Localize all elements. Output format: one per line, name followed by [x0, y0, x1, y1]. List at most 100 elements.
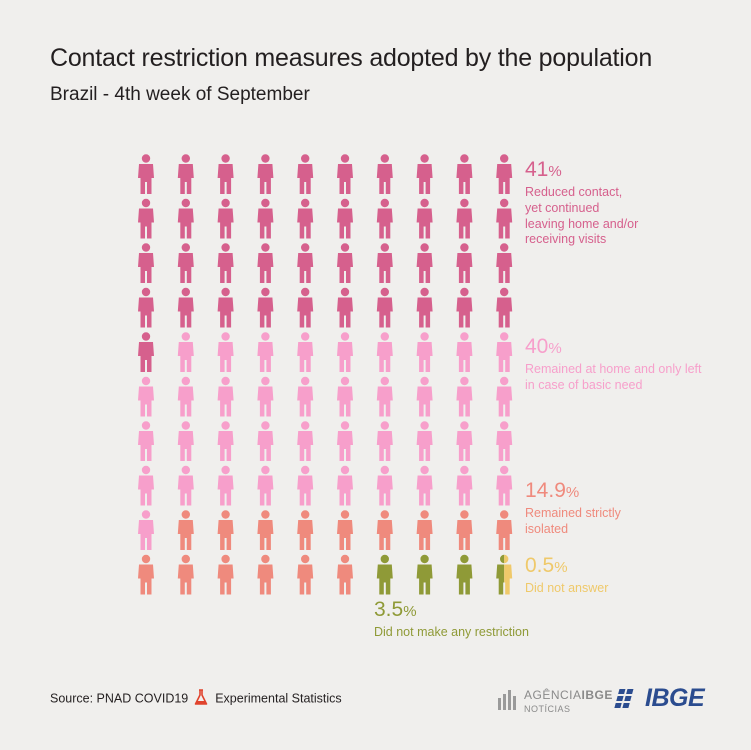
flask-icon [194, 689, 208, 709]
experimental-label: Experimental Statistics [215, 691, 342, 706]
person-icon [177, 376, 194, 417]
person-icon [257, 421, 274, 461]
person-icon [177, 465, 194, 506]
category-label-no-answer: 0.5% Did not answer [525, 553, 608, 597]
person-icon [297, 243, 314, 283]
person-icon [337, 376, 353, 417]
value-label: 0.5% [525, 554, 568, 577]
person-icon [337, 554, 353, 595]
category-description: Remained at home and only left in case of… [525, 362, 702, 392]
person-icon [337, 332, 353, 372]
person-icon [297, 287, 314, 328]
person-icon [376, 421, 393, 461]
person-icon [217, 243, 234, 283]
person-icon [257, 154, 274, 194]
person-icon [416, 332, 433, 372]
person-icon [337, 198, 353, 239]
person-icon [177, 510, 194, 550]
value-label: 40% [525, 335, 562, 358]
value-label: 41% [525, 158, 562, 181]
person-icon [217, 376, 234, 417]
person-icon [297, 198, 314, 239]
person-icon [456, 154, 473, 194]
person-icon [217, 510, 234, 550]
person-icon [376, 465, 393, 506]
person-icon [297, 376, 314, 417]
ibge-logo: IBGE [612, 686, 705, 711]
person-icon [376, 243, 393, 283]
person-icon [416, 154, 433, 194]
person-icon [416, 243, 433, 283]
person-icon [177, 154, 194, 194]
agencia-mark-icon [498, 690, 516, 710]
person-icon [257, 287, 274, 328]
person-icon [257, 554, 274, 595]
source-label: Source: PNAD COVID19 [50, 691, 189, 706]
person-icon [456, 287, 473, 328]
person-icon [297, 332, 314, 372]
person-icon [376, 287, 393, 328]
person-icon [257, 376, 274, 417]
person-icon [257, 465, 274, 506]
person-icon [337, 243, 353, 283]
person-icon [177, 421, 194, 461]
person-icon [496, 421, 513, 461]
person-icon [416, 287, 433, 328]
person-icon [257, 332, 274, 372]
person-icon [138, 198, 154, 239]
person-icon [456, 421, 473, 461]
pictogram-icons [138, 154, 513, 595]
category-label-strictly-isolated: 14.9% Remained strictly isolated [525, 478, 621, 538]
person-icon [376, 198, 393, 239]
person-icon [138, 376, 154, 417]
person-icon [496, 376, 513, 417]
person-icon [138, 332, 154, 372]
person-icon [496, 465, 513, 506]
person-icon [416, 376, 433, 417]
person-icon [217, 332, 234, 372]
person-icon [337, 421, 353, 461]
value-label: 14.9% [525, 479, 580, 502]
person-icon [337, 154, 353, 194]
person-icon [456, 376, 473, 417]
person-icon [177, 554, 194, 595]
person-icon [376, 332, 393, 372]
person-icon [496, 243, 513, 283]
category-description: Reduced contact, yet continued leaving hom… [525, 185, 639, 247]
agencia-ibge-logo: AGÊNCIAIBGE NOTÍCIAS [498, 686, 613, 714]
person-icon [177, 198, 194, 239]
person-icon [496, 554, 513, 595]
person-icon [496, 332, 513, 372]
source-note: Source: PNAD COVID19 Experimental Statis… [50, 689, 342, 709]
person-icon [177, 287, 194, 328]
person-icon [337, 287, 353, 328]
person-icon [456, 465, 473, 506]
category-label-remained-home: 40% Remained at home and only left in cas… [525, 334, 702, 394]
person-icon [138, 421, 154, 461]
person-icon [456, 554, 473, 595]
person-icon [138, 154, 154, 194]
person-icon [456, 198, 473, 239]
person-icon [376, 376, 393, 417]
ibge-mark-icon [614, 688, 634, 708]
person-icon [416, 510, 433, 550]
person-icon [217, 554, 234, 595]
person-icon [456, 243, 473, 283]
person-icon [496, 287, 513, 328]
person-icon [337, 510, 353, 550]
person-icon [496, 198, 513, 239]
category-description: Did not answer [525, 581, 609, 596]
value-label: 3.5% [374, 598, 417, 621]
person-icon [496, 510, 513, 550]
category-description: Remained strictly isolated [525, 506, 621, 536]
person-icon [496, 154, 513, 194]
person-icon [416, 421, 433, 461]
person-icon [217, 465, 234, 506]
person-icon [416, 554, 433, 595]
person-icon [177, 243, 194, 283]
chart-title: Contact restriction measures adopted by … [50, 44, 653, 72]
person-icon [257, 243, 274, 283]
person-icon [337, 465, 353, 506]
person-icon [376, 554, 393, 595]
